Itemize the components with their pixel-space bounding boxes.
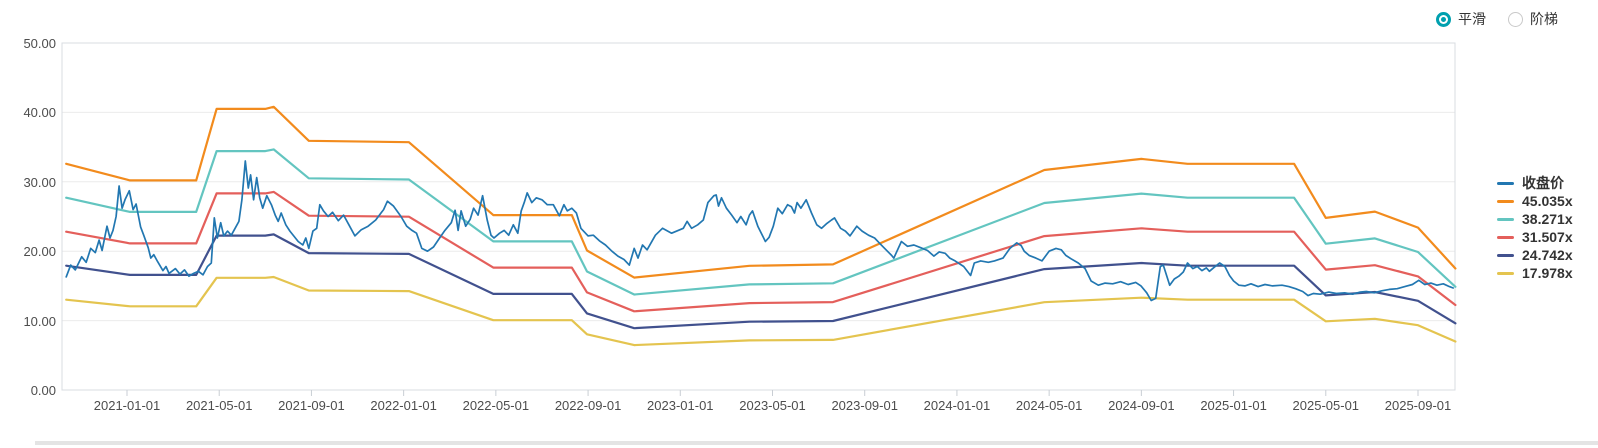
radio-selected-icon xyxy=(1436,11,1451,27)
y-axis-label: 50.00 xyxy=(23,36,56,51)
x-axis-label: 2023-05-01 xyxy=(739,398,806,413)
legend-label: 45.035x xyxy=(1522,193,1573,209)
legend-line-swatch xyxy=(1497,199,1514,203)
legend-line-swatch xyxy=(1497,181,1514,185)
x-axis-label: 2025-09-01 xyxy=(1384,398,1452,413)
x-axis-label: 2021-05-01 xyxy=(185,398,253,413)
legend-item: 45.035x xyxy=(1497,193,1573,209)
chart-legend: 收盘价 45.035x 38.271x 31.507x 24.742x 17.978x xyxy=(1497,175,1573,281)
radio-unselected-icon xyxy=(1508,11,1523,27)
band-line-38.271x xyxy=(65,148,1457,296)
legend-label: 38.271x xyxy=(1522,211,1573,227)
legend-line-swatch xyxy=(1497,217,1514,221)
y-axis-label: 30.00 xyxy=(23,174,56,190)
x-axis-label: 2025-05-01 xyxy=(1292,398,1360,413)
legend-item: 17.978x xyxy=(1497,265,1573,281)
legend-line-swatch xyxy=(1497,253,1514,257)
band-line-24.742x xyxy=(65,233,1457,330)
x-axis-label: 2023-01-01 xyxy=(647,398,714,413)
y-axis-label: 20.00 xyxy=(23,244,56,260)
radio-option-label: 阶梯 xyxy=(1530,11,1558,27)
legend-label: 17.978x xyxy=(1522,265,1573,281)
radio-option-label: 平滑 xyxy=(1458,11,1486,27)
x-axis-label: 2024-05-01 xyxy=(1015,398,1083,413)
y-axis-label: 40.00 xyxy=(23,105,56,121)
x-axis-label: 2024-09-01 xyxy=(1108,398,1175,413)
x-axis-label: 2022-01-01 xyxy=(370,398,437,413)
legend-label: 收盘价 xyxy=(1522,175,1564,191)
x-axis-label: 2024-01-01 xyxy=(923,398,991,413)
legend-item: 收盘价 xyxy=(1497,175,1573,191)
x-axis-label: 2021-09-01 xyxy=(278,398,345,413)
line-mode-radio-group: 平滑 阶梯 xyxy=(1436,9,1558,29)
y-axis-label: 0.00 xyxy=(30,383,56,398)
legend-item: 38.271x xyxy=(1497,211,1573,227)
x-axis-label: 2025-01-01 xyxy=(1200,398,1267,413)
legend-label: 24.742x xyxy=(1522,247,1573,263)
legend-label: 31.507x xyxy=(1522,229,1573,245)
band-line-17.978x xyxy=(65,275,1457,347)
x-axis-label: 2022-05-01 xyxy=(462,398,530,413)
x-axis-label: 2022-09-01 xyxy=(554,398,622,413)
band-line-45.035x xyxy=(65,105,1457,279)
x-axis-label: 2023-09-01 xyxy=(831,398,898,413)
legend-item: 24.742x xyxy=(1497,247,1573,263)
radio-option-smooth[interactable]: 平滑 xyxy=(1436,9,1486,29)
closing-price-line xyxy=(65,160,1455,302)
band-line-31.507x xyxy=(65,190,1457,313)
legend-line-swatch xyxy=(1497,235,1514,239)
x-axis-label: 2021-01-01 xyxy=(93,398,161,413)
radio-option-step[interactable]: 阶梯 xyxy=(1508,9,1558,29)
y-axis-label: 10.00 xyxy=(23,313,56,329)
legend-item: 31.507x xyxy=(1497,229,1573,245)
bottom-divider xyxy=(35,441,1598,445)
legend-line-swatch xyxy=(1497,271,1514,275)
